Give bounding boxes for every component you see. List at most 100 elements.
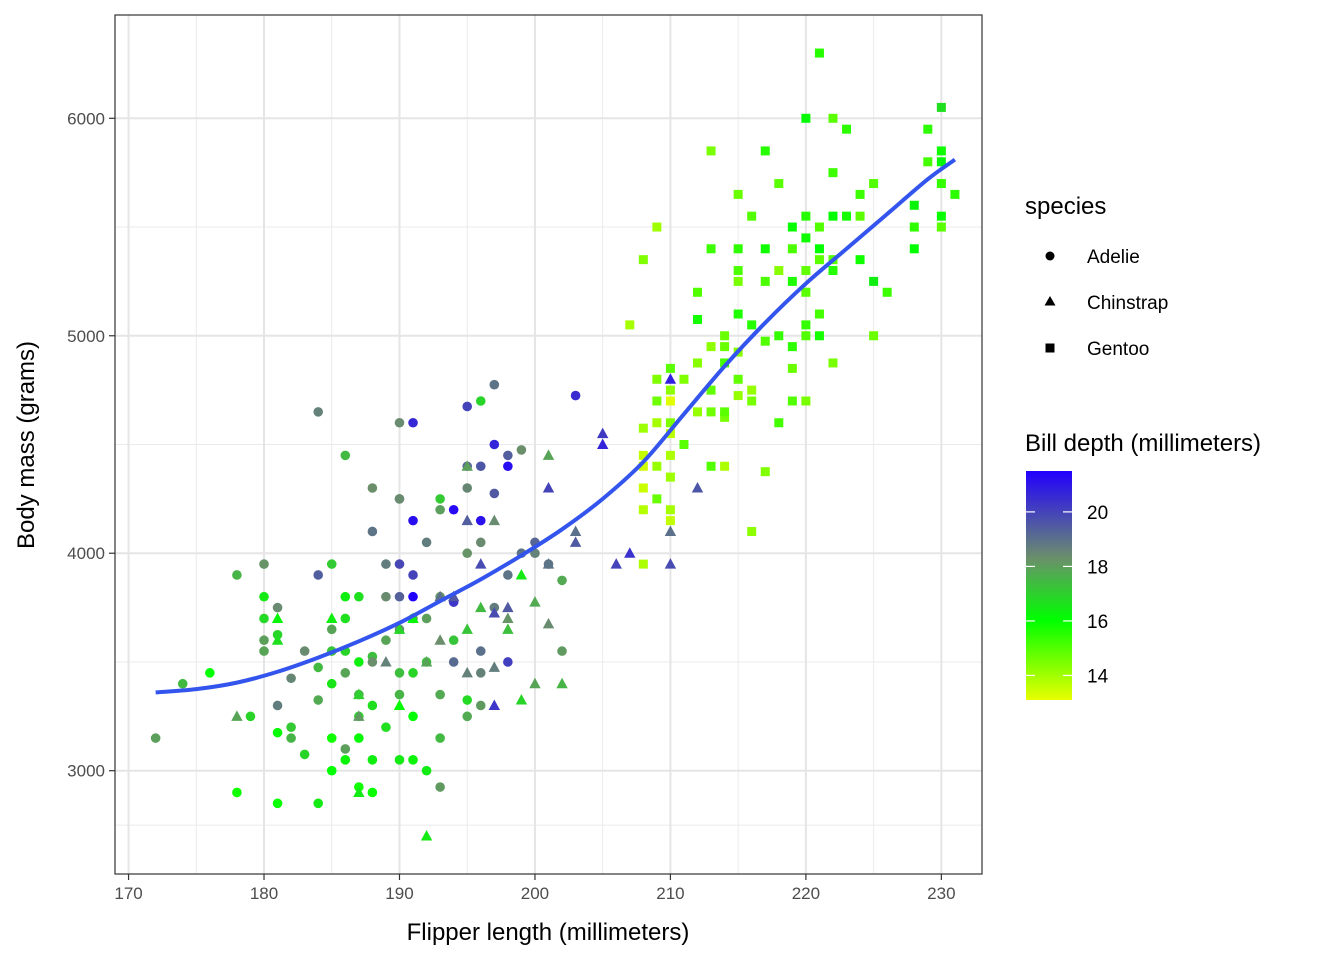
gentoo-point: [801, 266, 811, 276]
adelie-point: [367, 526, 378, 537]
gentoo-point: [706, 461, 716, 471]
gentoo-point: [814, 48, 824, 58]
gentoo-point: [638, 483, 648, 493]
chinstrap-point: [542, 481, 555, 493]
gentoo-point: [733, 276, 743, 286]
legend-circle-icon: [1045, 251, 1055, 261]
color-tick-label: 16: [1087, 612, 1108, 633]
gentoo-point: [733, 244, 743, 254]
adelie-point: [381, 591, 391, 602]
adelie-point: [448, 504, 459, 515]
gentoo-point: [747, 526, 757, 536]
gentoo-point: [828, 358, 838, 368]
gentoo-point: [693, 314, 703, 324]
adelie-point: [462, 483, 473, 493]
adelie-point: [489, 379, 500, 390]
chinstrap-point: [461, 666, 473, 678]
gentoo-point: [720, 412, 730, 422]
chinstrap-point: [488, 607, 501, 618]
chinstrap-point: [461, 460, 473, 471]
gentoo-point: [801, 233, 811, 243]
gentoo-point: [869, 276, 879, 286]
chinstrap-point: [502, 623, 514, 634]
gentoo-point: [814, 309, 824, 319]
gentoo-point: [787, 396, 797, 406]
gentoo-point: [720, 342, 730, 352]
adelie-point: [394, 417, 405, 428]
chinstrap-point: [624, 547, 636, 558]
gentoo-point: [774, 266, 784, 276]
gentoo-point: [693, 358, 703, 368]
adelie-point: [354, 733, 364, 743]
gentoo-point: [733, 189, 743, 199]
gentoo-point: [665, 418, 675, 428]
chinstrap-point: [393, 623, 406, 634]
y-axis-title: Body mass (grams): [13, 341, 40, 549]
chinstrap-point: [569, 536, 582, 547]
plot-border: [114, 14, 983, 875]
adelie-point: [259, 613, 269, 624]
chinstrap-point: [231, 710, 243, 721]
gentoo-point: [720, 407, 730, 417]
gentoo-point: [936, 102, 946, 112]
gentoo-point: [882, 287, 892, 297]
gentoo-point: [909, 222, 919, 232]
gentoo-point: [801, 396, 811, 406]
adelie-point: [367, 483, 378, 493]
gentoo-point: [909, 200, 919, 210]
adelie-point: [394, 689, 405, 700]
gentoo-point: [720, 461, 730, 471]
chinstrap-point: [488, 699, 501, 710]
gentoo-point: [665, 516, 675, 526]
gentoo-point: [760, 146, 770, 156]
adelie-point: [462, 695, 473, 705]
adelie-point: [340, 668, 351, 678]
gentoo-point: [828, 211, 838, 221]
color-bar-ticks: 14 16 18 20: [1026, 503, 1109, 687]
chinstrap-point: [664, 558, 677, 569]
gentoo-point: [801, 113, 811, 123]
gentoo-point: [787, 222, 797, 232]
adelie-point: [150, 733, 161, 743]
gentoo-point: [787, 276, 797, 286]
adelie-point: [421, 537, 432, 548]
gentoo-point: [936, 146, 946, 156]
adelie-point: [340, 450, 351, 461]
chinstrap-point: [380, 655, 392, 667]
gentoo-point: [923, 157, 933, 167]
gentoo-point: [638, 450, 648, 460]
adelie-point: [408, 711, 418, 722]
adelie-point: [394, 668, 405, 678]
gentoo-point: [665, 385, 675, 395]
gentoo-point: [665, 363, 675, 373]
gentoo-point: [638, 461, 648, 471]
adelie-point: [475, 646, 486, 656]
gentoo-point: [652, 494, 662, 504]
grid-minor: [115, 15, 982, 874]
adelie-point: [367, 657, 378, 667]
chinstrap-point: [353, 786, 365, 797]
adelie-point: [516, 445, 527, 455]
adelie-point: [367, 700, 378, 711]
grid-major: [115, 15, 982, 874]
gentoo-point: [936, 222, 946, 232]
adelie-point: [408, 417, 418, 428]
gentoo-point: [679, 440, 689, 449]
adelie-point: [421, 765, 432, 776]
chinstrap-point: [515, 694, 528, 705]
adelie-point: [394, 559, 405, 569]
gentoo-point: [950, 189, 960, 199]
color-tick-label: 14: [1087, 666, 1109, 687]
adelie-point: [448, 635, 459, 646]
adelie-point: [340, 755, 351, 765]
data-points: [150, 48, 960, 841]
adelie-point: [381, 559, 391, 569]
adelie-point: [326, 765, 337, 776]
adelie-point: [570, 390, 581, 401]
gentoo-point: [842, 124, 852, 134]
adelie-point: [272, 602, 283, 613]
adelie-point: [435, 733, 445, 743]
gentoo-point: [909, 244, 919, 254]
chinstrap-point: [610, 558, 622, 569]
adelie-point: [354, 591, 364, 602]
